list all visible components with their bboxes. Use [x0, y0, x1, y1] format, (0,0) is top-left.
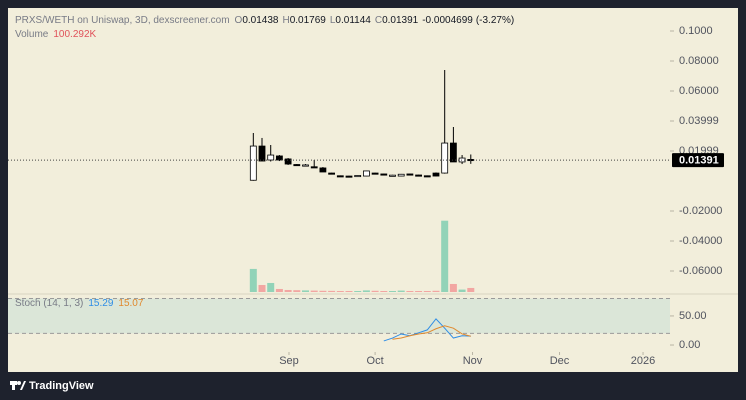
volume-bar: [415, 291, 423, 292]
candle-body: [389, 174, 396, 177]
y-tick-label: 0.00: [679, 339, 700, 351]
candle-body: [258, 145, 266, 162]
candle-body: [293, 164, 301, 167]
stoch-title: Stoch (14, 1, 3): [15, 298, 83, 309]
candle-body: [249, 145, 257, 181]
candle-body: [354, 175, 362, 178]
volume-bar: [467, 287, 475, 292]
volume-bar: [319, 290, 327, 292]
volume-bar: [362, 290, 370, 292]
candle-body: [328, 172, 336, 175]
y-tick-label: 0.08000: [679, 55, 719, 67]
volume-bar: [449, 283, 457, 292]
y-tick-label: -0.04000: [679, 235, 722, 247]
volume-bar: [336, 290, 344, 292]
volume-bar: [354, 291, 362, 292]
x-tick-label: Oct: [367, 355, 384, 367]
ohlc-key: H: [282, 15, 289, 26]
volume-bar: [267, 282, 275, 292]
y-tick-label: 0.1000: [679, 25, 713, 37]
volume-bar: [371, 290, 379, 292]
volume-bar: [293, 290, 301, 292]
volume-bar: [275, 288, 283, 292]
stoch-value: 15.07: [118, 298, 143, 309]
candle-body: [267, 154, 275, 161]
stoch-legend: Stoch (14, 1, 3) 15.29 15.07: [15, 298, 144, 309]
candle-body: [397, 173, 405, 177]
volume-bar: [441, 220, 449, 292]
header: PRXS/WETH on Uniswap, 3D, dexscreener.co…: [15, 15, 514, 26]
volume-name: Volume: [15, 29, 49, 40]
y-tick-label: 0.03999: [679, 115, 719, 127]
candle-body: [449, 142, 457, 163]
change: -0.0004699: [422, 15, 473, 26]
candle-body: [458, 157, 466, 163]
candle-body: [380, 173, 388, 176]
ohlc-value: 0.01391: [382, 15, 419, 26]
y-tick-label: 50.00: [679, 310, 707, 322]
volume-bar: [345, 290, 353, 292]
candle-body: [363, 170, 370, 177]
volume-bar: [258, 284, 266, 292]
candle-body: [284, 158, 292, 165]
x-tick-label: Nov: [463, 355, 483, 367]
candle-body: [336, 175, 344, 178]
volume-bar: [328, 290, 336, 292]
last-price-box: [672, 153, 724, 168]
candle-body: [441, 142, 449, 174]
candle-body: [432, 172, 440, 177]
volume-bar: [388, 291, 396, 292]
candle-body: [345, 175, 353, 178]
stoch-line: [383, 318, 471, 342]
last-price-label: 0.01391: [679, 155, 719, 167]
ohlc-key: L: [330, 15, 336, 26]
x-tick-label: Sep: [279, 355, 299, 367]
volume-bar: [310, 290, 318, 292]
candle-body: [310, 166, 318, 169]
brand-logo: [10, 381, 26, 390]
volume-bar: [284, 289, 292, 292]
volume-bar: [397, 290, 405, 292]
candle-body: [302, 164, 309, 167]
candle-body: [276, 155, 283, 161]
ohlc-value: 0.01769: [290, 15, 327, 26]
band: [8, 298, 670, 334]
title: PRXS/WETH on Uniswap, 3D, dexscreener.co…: [15, 15, 230, 26]
volume-bar: [432, 290, 440, 292]
ohlc-key: C: [375, 15, 382, 26]
x-tick-label: Dec: [550, 355, 570, 367]
candle-body: [423, 175, 431, 178]
volume-bar: [302, 290, 310, 292]
candle-body: [406, 173, 414, 176]
volume-legend: Volume 100.292K: [15, 29, 97, 40]
stoch-value: 15.29: [88, 298, 113, 309]
candle-body: [371, 172, 379, 175]
volume-bar: [458, 289, 466, 292]
ohlc-value: 0.01438: [242, 15, 279, 26]
brand: TradingView: [29, 380, 94, 392]
x-tick-label: 2026: [631, 355, 655, 367]
y-tick-label: 0.06000: [679, 85, 719, 97]
stoch-line: [392, 325, 471, 340]
y-tick-label: -0.06000: [679, 265, 722, 277]
volume-bar: [406, 290, 414, 292]
volume-bar: [423, 291, 431, 292]
ohlc-key: O: [235, 15, 243, 26]
volume-bar: [380, 290, 388, 292]
volume-value: 100.292K: [53, 29, 96, 40]
y-tick-label: -0.02000: [679, 205, 722, 217]
volume-bar: [249, 268, 257, 292]
ohlc-value: 0.01144: [335, 15, 371, 26]
candle-body: [415, 174, 422, 177]
candle-body: [319, 167, 327, 173]
change-pct: (-3.27%): [476, 15, 514, 26]
